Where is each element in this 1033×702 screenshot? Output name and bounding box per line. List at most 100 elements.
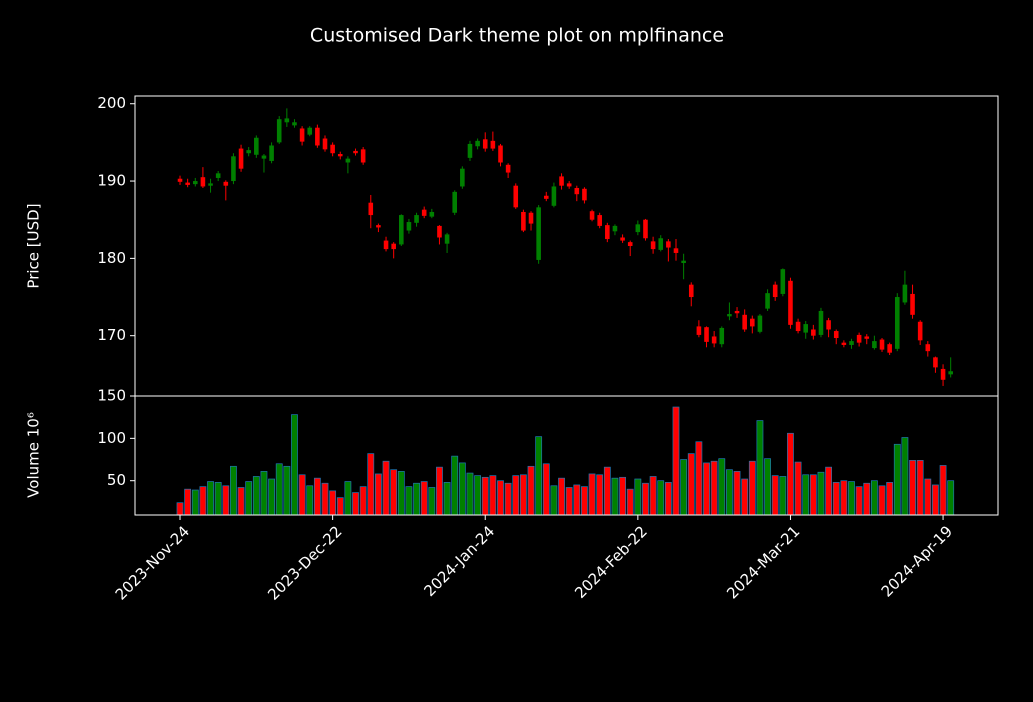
volume-bar bbox=[634, 478, 642, 516]
volume-bar bbox=[848, 481, 855, 516]
candle-body bbox=[490, 140, 496, 149]
candle-body bbox=[788, 280, 793, 325]
volume-bar bbox=[458, 462, 466, 516]
candle-body bbox=[925, 344, 931, 352]
candle-body bbox=[597, 215, 602, 226]
volume-bar bbox=[375, 473, 382, 516]
candle-body bbox=[933, 357, 938, 368]
volume-bar bbox=[573, 484, 581, 516]
candle-body bbox=[742, 314, 747, 330]
candle-body bbox=[574, 188, 580, 195]
candle-body bbox=[360, 149, 366, 163]
candle-body bbox=[482, 139, 488, 149]
candle-body bbox=[223, 181, 229, 186]
volume-bar bbox=[275, 463, 283, 516]
volume-bar bbox=[344, 481, 352, 516]
candle-body bbox=[826, 320, 831, 330]
volume-bar bbox=[947, 480, 955, 516]
chart-title: Customised Dark theme plot on mplfinance bbox=[310, 25, 724, 47]
volume-bar bbox=[817, 471, 825, 516]
volume-bar bbox=[489, 475, 497, 516]
candle-body bbox=[322, 138, 328, 150]
volume-bar bbox=[565, 487, 573, 516]
volume-bar bbox=[596, 474, 604, 516]
candle-body bbox=[177, 178, 183, 182]
volume-bar bbox=[512, 475, 520, 516]
candle-body bbox=[719, 327, 725, 345]
volume-bar bbox=[680, 459, 688, 516]
candle-body bbox=[711, 336, 717, 344]
candle-body bbox=[559, 176, 564, 186]
candle-body bbox=[811, 329, 816, 336]
candle-body bbox=[208, 183, 213, 186]
volume-bar bbox=[649, 476, 657, 516]
candle-body bbox=[391, 243, 396, 250]
volume-bar bbox=[695, 441, 703, 516]
candle-body bbox=[536, 207, 541, 260]
candle-body bbox=[795, 321, 801, 332]
volume-bar bbox=[840, 480, 848, 516]
candle-body bbox=[192, 181, 198, 185]
volume-bar bbox=[664, 482, 672, 516]
volume-bar bbox=[413, 482, 420, 516]
volume-bar bbox=[542, 463, 550, 516]
volume-bar bbox=[581, 486, 588, 516]
volume-bar bbox=[222, 485, 230, 516]
volume-bar bbox=[748, 460, 756, 516]
candle-body bbox=[353, 150, 358, 154]
volume-bar bbox=[321, 482, 329, 516]
volume-bar bbox=[268, 478, 275, 516]
volume-bar bbox=[886, 482, 894, 516]
volume-bar bbox=[245, 481, 253, 516]
volume-bar bbox=[916, 460, 924, 516]
volume-bar bbox=[283, 465, 291, 516]
candle-body bbox=[879, 339, 885, 350]
candle-body bbox=[261, 155, 267, 159]
volume-bar bbox=[420, 481, 428, 516]
candle-body bbox=[757, 315, 763, 332]
volume-bar bbox=[901, 437, 909, 516]
volume-bar bbox=[588, 473, 596, 516]
volume-bar bbox=[313, 477, 321, 516]
volume-bar bbox=[474, 475, 482, 516]
volume-bar bbox=[443, 482, 451, 516]
volume-bar bbox=[336, 497, 344, 516]
volume-bar bbox=[329, 490, 337, 516]
y-tick-label: 180 bbox=[97, 249, 126, 267]
candle-body bbox=[734, 310, 740, 314]
volume-bar bbox=[756, 420, 764, 516]
volume-bar bbox=[466, 472, 474, 516]
volume-bar bbox=[932, 484, 939, 516]
volume-bar bbox=[397, 471, 405, 516]
volume-bar bbox=[481, 476, 489, 516]
volume-bar bbox=[642, 482, 649, 516]
candle-body bbox=[940, 368, 946, 380]
volume-bar bbox=[184, 488, 192, 516]
candle-body bbox=[582, 188, 587, 201]
candle-body bbox=[750, 318, 755, 327]
candle-body bbox=[833, 331, 839, 339]
candle-body bbox=[681, 260, 686, 264]
volume-tick-label: 100 bbox=[97, 429, 126, 447]
volume-bar bbox=[359, 486, 367, 516]
candle-body bbox=[765, 293, 770, 309]
volume-bar bbox=[672, 406, 680, 516]
volume-bar bbox=[863, 482, 871, 516]
volume-tick-label: 150 bbox=[97, 387, 126, 405]
candle-body bbox=[627, 242, 633, 246]
volume-bar bbox=[603, 466, 611, 516]
candle-body bbox=[551, 186, 557, 206]
candle-body bbox=[841, 342, 847, 345]
candle-body bbox=[505, 164, 511, 173]
volume-bar bbox=[306, 485, 314, 516]
volume-bar bbox=[436, 466, 443, 516]
candle-body bbox=[818, 310, 824, 335]
volume-bar bbox=[535, 436, 543, 516]
candle-body bbox=[849, 341, 854, 345]
candle-body bbox=[292, 122, 297, 126]
volume-bar bbox=[298, 474, 306, 516]
candle-body bbox=[589, 211, 595, 220]
volume-bar bbox=[390, 469, 398, 516]
candle-body bbox=[902, 284, 908, 303]
